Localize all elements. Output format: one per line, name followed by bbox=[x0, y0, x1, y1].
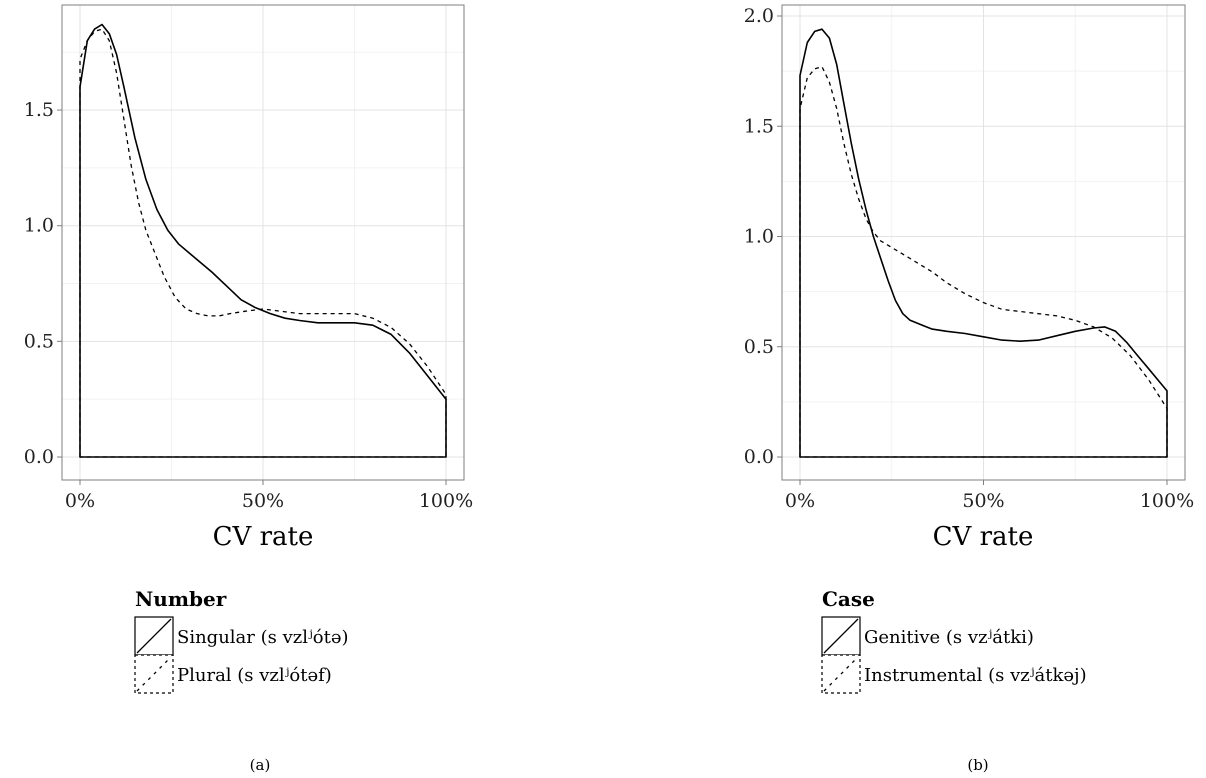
y-tick-label: 0.5 bbox=[744, 336, 774, 358]
legend-key-line bbox=[136, 656, 172, 692]
legend-key-line bbox=[823, 656, 859, 692]
x-tick-label: 0% bbox=[65, 490, 95, 512]
y-tick-label: 0.0 bbox=[24, 446, 54, 468]
series-dotted-line bbox=[799, 66, 1168, 458]
panel-b bbox=[777, 4, 1186, 694]
panel-caption: (a) bbox=[250, 756, 271, 774]
series-solid-line bbox=[79, 23, 447, 458]
panel-a bbox=[57, 4, 465, 694]
y-tick-label: 0.5 bbox=[24, 330, 54, 352]
legend-key-line bbox=[136, 618, 172, 654]
y-tick-label: 1.0 bbox=[24, 215, 54, 237]
x-axis-label: CV rate bbox=[933, 522, 1034, 552]
panel-caption: (b) bbox=[967, 756, 988, 774]
x-tick-label: 50% bbox=[242, 490, 284, 512]
legend-key-line bbox=[823, 618, 859, 654]
y-tick-label: 1.0 bbox=[744, 226, 774, 248]
series-solid-line bbox=[799, 28, 1168, 458]
y-tick-label: 1.5 bbox=[24, 99, 54, 121]
x-tick-label: 100% bbox=[1140, 490, 1194, 512]
legend-label: Instrumental (s vzʲátkəj) bbox=[864, 665, 1087, 686]
x-tick-label: 50% bbox=[962, 490, 1004, 512]
y-tick-label: 0.0 bbox=[744, 446, 774, 468]
legend-title: Number bbox=[135, 587, 227, 611]
legend-title: Case bbox=[822, 587, 875, 611]
y-tick-label: 2.0 bbox=[744, 5, 774, 27]
x-axis-label: CV rate bbox=[213, 522, 314, 552]
legend-label: Plural (s vzlʲótəf) bbox=[177, 665, 332, 686]
legend-label: Singular (s vzlʲótə) bbox=[177, 627, 349, 648]
legend-label: Genitive (s vzʲátki) bbox=[864, 627, 1034, 648]
y-tick-label: 1.5 bbox=[744, 115, 774, 137]
x-tick-label: 100% bbox=[419, 490, 473, 512]
series-dotted-line bbox=[79, 28, 447, 458]
x-tick-label: 0% bbox=[785, 490, 815, 512]
